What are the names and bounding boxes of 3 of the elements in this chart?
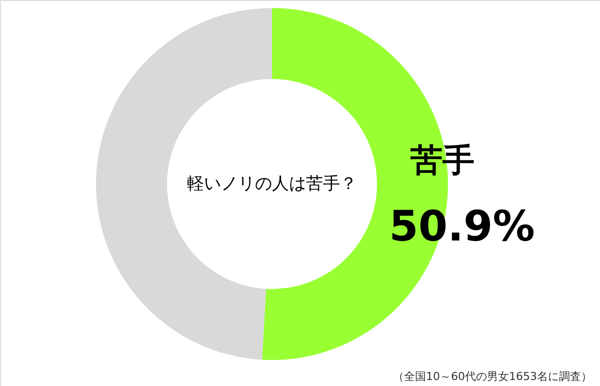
text: （全国10～60代の男女1653名に調査）	[393, 370, 592, 383]
text: 軽いノリの人は苦手？	[187, 174, 357, 194]
donut-slice	[96, 8, 272, 360]
